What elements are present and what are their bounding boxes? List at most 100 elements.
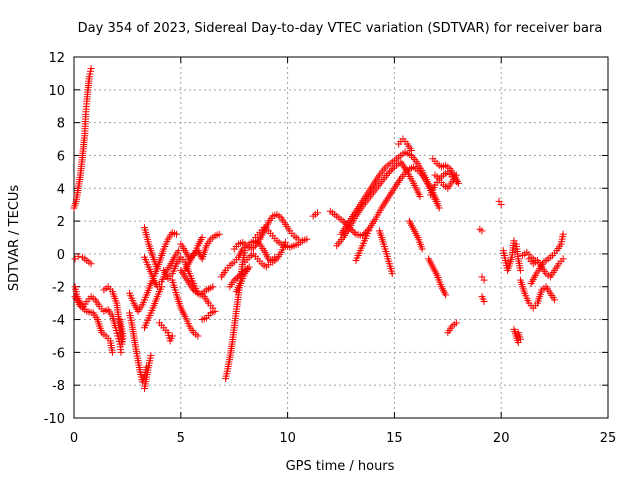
series-mid-9 <box>181 230 223 274</box>
chart-title: Day 354 of 2023, Sidereal Day-to-day VTE… <box>78 21 603 36</box>
x-tick-label: 0 <box>70 431 78 446</box>
data-point <box>226 283 234 291</box>
data-point <box>416 192 424 200</box>
x-tick-label: 25 <box>600 431 617 446</box>
series-morn-f <box>375 227 396 278</box>
data-point <box>559 255 567 263</box>
grid-lines <box>74 57 608 418</box>
series-after-h <box>478 293 488 305</box>
series-eve-c <box>516 276 559 312</box>
data-point <box>239 269 247 277</box>
data-point <box>350 229 358 237</box>
series-after-d <box>425 255 450 299</box>
data-points <box>70 64 567 392</box>
data-point <box>87 260 95 268</box>
x-tick-label: 5 <box>177 431 185 446</box>
series-dip-b <box>140 352 155 392</box>
plot-frame <box>73 56 609 419</box>
data-point <box>158 283 166 291</box>
y-tick-label: -4 <box>52 314 65 329</box>
data-point <box>303 235 311 243</box>
x-tick-label: 10 <box>279 431 296 446</box>
series-mid-4 <box>140 224 161 273</box>
series-after-e <box>444 319 460 337</box>
series-mid-3 <box>140 283 166 332</box>
data-point <box>235 272 243 280</box>
data-point <box>271 253 279 261</box>
y-tick-label: -10 <box>44 412 65 427</box>
data-point <box>175 247 183 255</box>
data-point <box>74 252 82 260</box>
data-point <box>232 275 240 283</box>
y-tick-label: 0 <box>57 248 65 263</box>
data-point <box>418 245 426 253</box>
data-point <box>237 270 245 278</box>
series-mid-1 <box>126 229 181 315</box>
y-axis-label: SDTVAR / TECUs <box>7 185 22 292</box>
data-point <box>242 266 250 274</box>
data-point <box>168 332 176 340</box>
y-tick-label: -2 <box>52 281 65 296</box>
x-tick-label: 20 <box>493 431 510 446</box>
data-point <box>215 230 223 238</box>
data-point <box>387 166 395 174</box>
data-point <box>198 316 206 324</box>
data-point <box>435 204 443 212</box>
data-point <box>384 170 392 178</box>
series-rise-start <box>70 64 95 212</box>
series-morn-e <box>352 227 373 264</box>
y-tick-label: 8 <box>57 117 65 132</box>
data-point <box>480 297 488 305</box>
data-point <box>516 266 524 274</box>
data-point <box>108 348 116 356</box>
y-tick-label: 2 <box>57 215 65 230</box>
data-point <box>173 230 181 238</box>
series-early-1 <box>71 252 95 268</box>
y-tick-label: 4 <box>57 182 65 197</box>
data-point <box>452 171 460 179</box>
series-mid-2 <box>140 247 183 291</box>
data-point <box>531 256 539 264</box>
data-point <box>153 265 161 273</box>
series-morn-h <box>395 135 415 155</box>
series-after-c <box>427 171 460 199</box>
series-mid-7 <box>168 276 202 340</box>
data-point <box>116 316 124 324</box>
y-tick-label: 10 <box>48 84 65 99</box>
series-eve-a <box>499 237 524 274</box>
data-point <box>339 217 347 225</box>
series-early-4 <box>100 283 127 348</box>
series-v-e <box>241 250 279 271</box>
series-v-f <box>226 263 253 296</box>
series-morn-d <box>309 209 322 220</box>
data-point <box>314 209 322 217</box>
data-point <box>245 263 253 271</box>
y-tick-label: 6 <box>57 149 65 164</box>
data-point <box>386 168 394 176</box>
series-v-d <box>252 224 311 251</box>
x-tick-labels: 0 5 10 15 20 25 <box>70 431 616 446</box>
series-eve-f <box>519 248 539 264</box>
data-point <box>389 165 397 173</box>
data-point <box>480 276 488 284</box>
series-after-i <box>495 197 505 209</box>
data-point <box>194 332 202 340</box>
series-after-g <box>478 273 488 284</box>
data-point <box>243 264 251 272</box>
data-point <box>551 296 559 304</box>
data-point <box>407 147 415 155</box>
data-point <box>452 319 460 327</box>
data-point <box>240 267 248 275</box>
data-point <box>117 348 125 356</box>
series-morn-c <box>333 158 424 250</box>
y-tick-label: 12 <box>48 51 65 66</box>
data-point <box>87 64 95 72</box>
y-tick-label: -8 <box>52 379 65 394</box>
series-morn-g <box>405 217 426 253</box>
data-point <box>365 227 373 235</box>
series-mid-5 <box>155 319 176 345</box>
data-point <box>234 273 242 281</box>
data-point <box>514 329 522 337</box>
